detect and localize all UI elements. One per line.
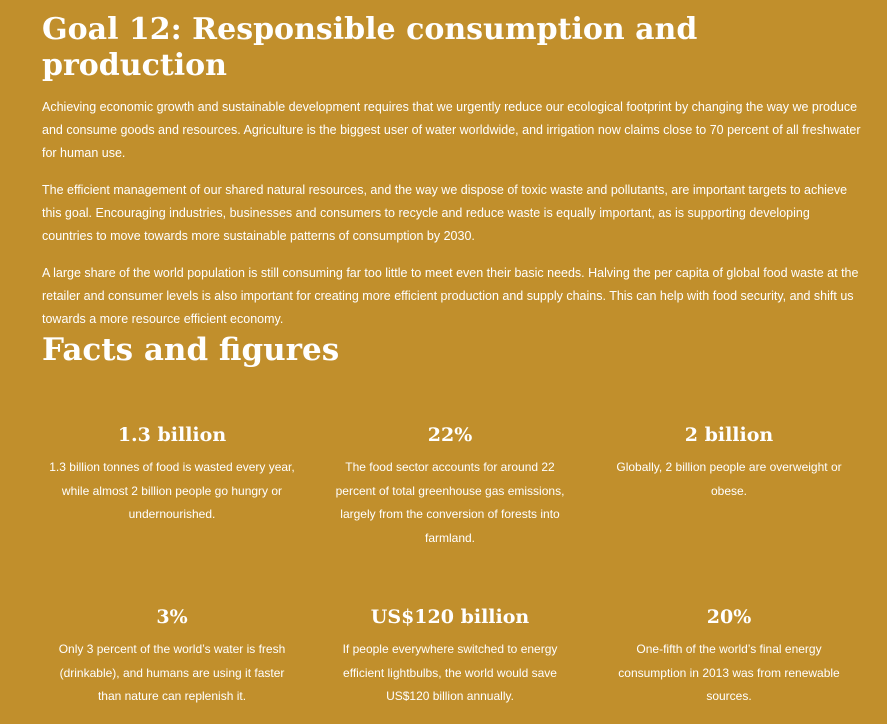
fact-description: If people everywhere switched to energy … <box>342 642 558 703</box>
intro-paragraph: Achieving economic growth and sustainabl… <box>42 100 861 160</box>
fact-figure: 3% <box>156 606 188 628</box>
fact-description: One-fifth of the world’s final energy co… <box>618 642 840 703</box>
fact-card: 22% The food sector accounts for around … <box>325 423 575 550</box>
fact-description: The food sector accounts for around 22 p… <box>335 460 565 545</box>
fact-figure: 2 billion <box>684 424 774 446</box>
fact-description: 1.3 billion tonnes of food is wasted eve… <box>49 460 295 521</box>
fact-description: Only 3 percent of the world’s water is f… <box>58 642 286 703</box>
goal-title: Goal 12: Responsible consumption and pro… <box>42 12 698 83</box>
intro-paragraph: The efficient management of our shared n… <box>42 183 848 243</box>
fact-figure: US$120 billion <box>370 606 530 628</box>
fact-card: US$120 billion If people everywhere swit… <box>325 605 575 709</box>
fact-figure: 1.3 billion <box>117 424 227 446</box>
facts-title: Facts and figures <box>42 332 340 368</box>
fact-card: 20% One-fifth of the world’s final energ… <box>604 605 854 709</box>
fact-card: 1.3 billion 1.3 billion tonnes of food i… <box>47 423 297 527</box>
fact-figure: 22% <box>427 424 473 446</box>
fact-figure: 20% <box>706 606 752 628</box>
intro-paragraph: A large share of the world population is… <box>42 266 859 326</box>
intro-text: Achieving economic growth and sustainabl… <box>42 96 887 331</box>
fact-card: 2 billion Globally, 2 billion people are… <box>604 423 854 503</box>
fact-card: 3% Only 3 percent of the world’s water i… <box>47 605 297 709</box>
fact-description: Globally, 2 billion people are overweigh… <box>616 460 842 498</box>
